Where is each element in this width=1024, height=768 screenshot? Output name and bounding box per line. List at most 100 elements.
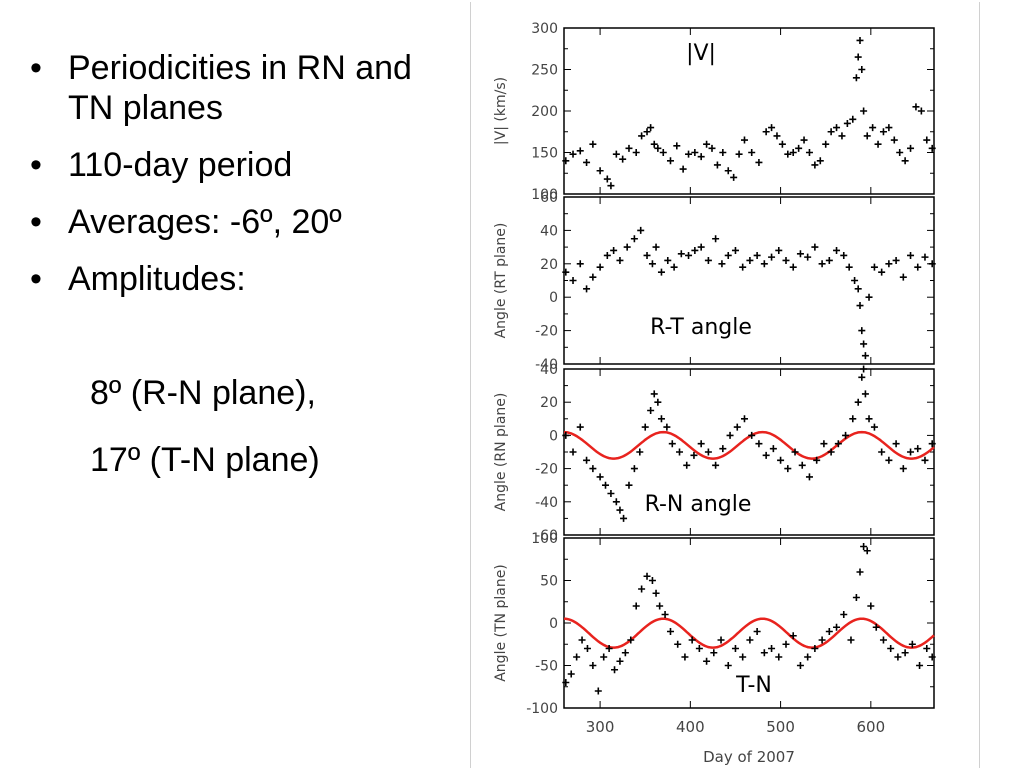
data-point bbox=[795, 144, 803, 152]
data-point bbox=[666, 628, 674, 635]
x-tick-label: 600 bbox=[857, 718, 886, 736]
data-point bbox=[890, 136, 898, 144]
y-tick-label: 200 bbox=[531, 104, 558, 120]
data-point bbox=[600, 653, 608, 661]
data-point bbox=[661, 611, 669, 618]
data-point bbox=[569, 150, 577, 158]
data-point bbox=[769, 445, 777, 453]
data-point bbox=[724, 167, 732, 175]
data-point bbox=[878, 268, 886, 276]
panel-title: |V| bbox=[686, 41, 716, 66]
y-tick-label: -60 bbox=[535, 528, 558, 544]
data-point bbox=[578, 636, 586, 644]
data-point bbox=[638, 585, 646, 593]
data-point bbox=[860, 107, 868, 115]
data-point bbox=[620, 514, 628, 522]
data-point bbox=[726, 431, 734, 439]
data-point bbox=[753, 628, 761, 635]
data-point bbox=[896, 149, 904, 156]
data-point bbox=[654, 144, 662, 152]
data-point bbox=[768, 124, 776, 132]
data-point bbox=[811, 645, 819, 652]
data-point bbox=[885, 260, 893, 268]
data-point bbox=[630, 465, 638, 473]
data-point bbox=[867, 602, 875, 610]
data-point bbox=[822, 140, 830, 148]
data-point bbox=[710, 649, 718, 657]
data-point bbox=[719, 149, 727, 156]
data-point bbox=[637, 226, 645, 234]
x-axis-label: Day of 2007 bbox=[703, 748, 795, 766]
chart-panel-tn: -100 -50 0 50 100 Angle (TN plane) T-N 300 400 50… bbox=[493, 531, 936, 766]
data-point bbox=[602, 481, 610, 489]
y-tick-label: -20 bbox=[535, 324, 558, 340]
data-point bbox=[569, 277, 577, 284]
data-point bbox=[616, 657, 624, 665]
data-point bbox=[643, 572, 651, 580]
data-point bbox=[789, 149, 797, 156]
data-point bbox=[677, 250, 685, 258]
data-point bbox=[576, 147, 584, 155]
data-point bbox=[718, 260, 726, 268]
data-point bbox=[804, 653, 812, 661]
data-point bbox=[605, 645, 613, 652]
data-point bbox=[735, 150, 743, 158]
y-tick-label: 50 bbox=[540, 574, 558, 590]
data-point bbox=[760, 649, 768, 657]
data-point bbox=[768, 253, 776, 261]
data-point bbox=[724, 251, 732, 259]
data-point bbox=[746, 256, 754, 264]
data-point bbox=[887, 645, 895, 652]
data-point bbox=[840, 251, 848, 259]
data-point bbox=[632, 602, 640, 610]
panel-title: T-N bbox=[735, 673, 772, 698]
data-point bbox=[768, 645, 776, 652]
data-point bbox=[838, 132, 846, 140]
data-point bbox=[789, 263, 797, 271]
y-tick-label: 20 bbox=[540, 395, 558, 411]
chart-panel-rn: -60 -40 -20 0 20 40 Angle (RN plane) R-N angle bbox=[493, 362, 936, 544]
data-point bbox=[724, 662, 732, 669]
data-point bbox=[717, 636, 725, 644]
data-point bbox=[782, 256, 790, 264]
data-point bbox=[845, 263, 853, 271]
data-point bbox=[849, 115, 857, 123]
data-point bbox=[739, 653, 747, 661]
data-point bbox=[596, 263, 604, 271]
data-point bbox=[928, 260, 936, 268]
data-point bbox=[652, 589, 660, 597]
data-point bbox=[901, 157, 909, 165]
data-point bbox=[818, 260, 826, 268]
data-point bbox=[860, 365, 868, 373]
data-point bbox=[928, 653, 936, 661]
data-point bbox=[643, 128, 651, 136]
data-point bbox=[663, 423, 671, 431]
data-point bbox=[616, 506, 624, 514]
data-point bbox=[647, 124, 655, 132]
data-point bbox=[654, 398, 662, 406]
y-axis-label: Angle (RN plane) bbox=[493, 393, 509, 512]
y-tick-label: 250 bbox=[531, 63, 558, 79]
bullet-item: 110-day period bbox=[28, 145, 458, 185]
data-point bbox=[730, 173, 738, 181]
data-point bbox=[907, 251, 915, 259]
data-point bbox=[894, 653, 902, 661]
sub-item: 8º (R-N plane), bbox=[90, 374, 316, 412]
data-point bbox=[648, 577, 656, 584]
data-point bbox=[869, 124, 877, 132]
data-point bbox=[668, 440, 676, 448]
data-point bbox=[775, 653, 783, 661]
data-point bbox=[603, 251, 611, 259]
data-point bbox=[627, 636, 635, 644]
data-point bbox=[805, 149, 813, 156]
sub-item: 17º (T-N plane) bbox=[90, 441, 320, 479]
plot-frame bbox=[563, 27, 935, 195]
bullet-item: Averages: -6º, 20º bbox=[28, 202, 458, 242]
data-point bbox=[860, 340, 868, 348]
data-point bbox=[833, 623, 841, 631]
data-point bbox=[813, 456, 821, 464]
chart-panel: 100 150 200 250 300 |V| (km/s) |V| -40 -20 0 20 40 6… bbox=[470, 2, 980, 768]
data-point bbox=[858, 327, 866, 335]
data-point bbox=[641, 423, 649, 431]
data-point bbox=[916, 662, 924, 669]
